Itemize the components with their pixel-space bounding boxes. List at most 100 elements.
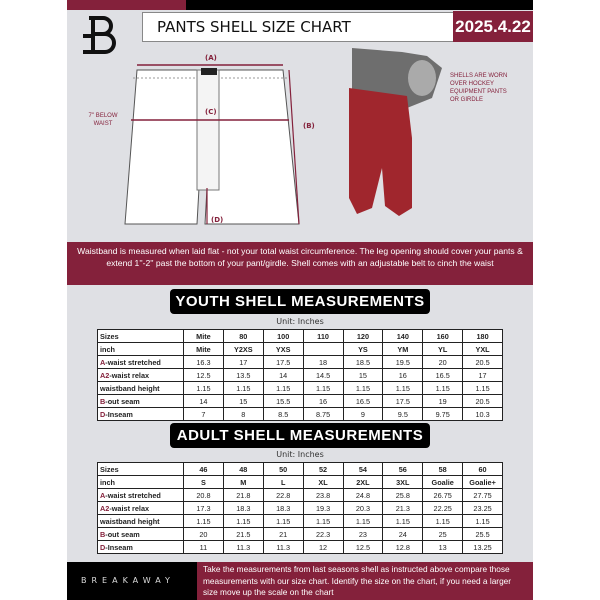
table-row: B-out seam 20 21.5 21 22.3 23 24 25 25.5 xyxy=(97,527,503,541)
table-cell: 19.3 xyxy=(302,501,344,515)
diagram: (A) (C) (B) (D) 7'' BELOW WAIST SHELLS A… xyxy=(67,48,533,242)
table-cell: 24.8 xyxy=(342,488,384,502)
table-cell: 1.15 xyxy=(382,381,424,395)
row-label: B-out seam xyxy=(97,527,184,541)
table-cell: 21 xyxy=(262,527,304,541)
table-row: A-waist stretched 20.8 21.8 22.8 23.8 24.8 25.… xyxy=(97,488,503,502)
table-cell: 1.15 xyxy=(183,381,224,395)
table-cell: Mite xyxy=(183,342,224,356)
table-cell: 1.15 xyxy=(382,514,424,528)
table-row: B-out seam 14 15 15.5 16 16.5 17.5 19 20.5 xyxy=(97,394,503,408)
page-title: PANTS SHELL SIZE CHART xyxy=(142,12,454,42)
below-waist-note: 7'' BELOW WAIST xyxy=(88,113,118,127)
row-label-text: -waist relax xyxy=(109,503,150,513)
table-cell: YXL xyxy=(462,342,503,356)
row-label: D-Inseam xyxy=(97,540,184,554)
table-cell: 50 xyxy=(262,462,304,476)
table-cell: 56 xyxy=(382,462,424,476)
row-label: Sizes xyxy=(97,462,184,476)
row-label-prefix: A2 xyxy=(100,370,110,380)
table-cell: 23.8 xyxy=(302,488,344,502)
table-cell: 21.3 xyxy=(382,501,424,515)
table-cell: 9 xyxy=(342,407,384,421)
table-cell: Y2XS xyxy=(222,342,264,356)
table-row: waistband height 1.15 1.15 1.15 1.15 1.15 1.15… xyxy=(97,514,503,528)
table-cell: 140 xyxy=(382,329,424,343)
table-cell: 1.15 xyxy=(342,514,384,528)
table-cell: Goalie xyxy=(422,475,464,489)
size-chart-page: PANTS SHELL SIZE CHART 2025.4.22 (A) (C)… xyxy=(67,0,533,600)
table-row: waistband height 1.15 1.15 1.15 1.15 1.15 1.15… xyxy=(97,381,503,395)
row-label-text: -out seam xyxy=(105,396,140,406)
table-cell: 1.15 xyxy=(302,514,344,528)
row-label-text: inch xyxy=(100,344,115,354)
table-cell: 15.5 xyxy=(262,394,304,408)
row-label: inch xyxy=(97,342,184,356)
row-label: inch xyxy=(97,475,184,489)
row-label-prefix: A xyxy=(100,490,106,500)
table-cell: 15 xyxy=(342,368,384,382)
table-cell: 1.15 xyxy=(462,514,503,528)
row-label-text: -waist stretched xyxy=(105,490,161,500)
table-cell: 20.5 xyxy=(462,355,503,369)
table-cell: 13 xyxy=(422,540,464,554)
row-label: A2-waist relax xyxy=(97,501,184,515)
table-cell: 17 xyxy=(222,355,264,369)
table-row: Sizes Mite 80 100 110 120 140 160 180 xyxy=(97,329,503,343)
table-cell: 1.15 xyxy=(222,514,264,528)
table-cell: 110 xyxy=(302,329,344,343)
row-label-text: waistband height xyxy=(100,516,160,526)
row-label-text: waistband height xyxy=(100,383,160,393)
table-cell: 10.3 xyxy=(462,407,503,421)
table-cell: 2XL xyxy=(342,475,384,489)
table-cell: 23 xyxy=(342,527,384,541)
row-label-text: -Inseam xyxy=(105,409,133,419)
table-cell: 18.5 xyxy=(342,355,384,369)
table-cell: 25 xyxy=(422,527,464,541)
table-cell: 20 xyxy=(422,355,464,369)
table-cell: 160 xyxy=(422,329,464,343)
table-cell: 22.8 xyxy=(262,488,304,502)
table-cell: 12 xyxy=(302,540,344,554)
row-label: waistband height xyxy=(97,381,184,395)
table-row: A-waist stretched 16.3 17 17.5 18 18.5 19.5 20 2… xyxy=(97,355,503,369)
table-cell: 60 xyxy=(462,462,503,476)
youth-table: Sizes Mite 80 100 110 120 140 160 180 inch Mite Y2X… xyxy=(97,329,503,421)
table-cell: 8.5 xyxy=(262,407,304,421)
row-label-prefix: A xyxy=(100,357,106,367)
table-cell: 11.3 xyxy=(222,540,264,554)
table-cell: 18 xyxy=(302,355,344,369)
footer: BREAKAWAY Take the measurements from las… xyxy=(67,562,533,600)
table-row: inch S M L XL 2XL 3XL Goalie Goalie+ xyxy=(97,475,503,489)
table-cell: 52 xyxy=(302,462,344,476)
table-row: A2-waist relax 17.3 18.3 18.3 19.3 20.3 21.3 22… xyxy=(97,501,503,515)
table-cell: 23.25 xyxy=(462,501,503,515)
footer-message: Take the measurements from last seasons … xyxy=(197,562,533,600)
table-row: inch Mite Y2XS YXS YS YM YL YXL xyxy=(97,342,503,356)
table-cell: 9.75 xyxy=(422,407,464,421)
shell-note: SHELLS ARE WORN OVER HOCKEY EQUIPMENT PA… xyxy=(450,73,508,103)
row-label-prefix: B xyxy=(100,529,106,539)
table-cell: 13.25 xyxy=(462,540,503,554)
table-cell: 9.5 xyxy=(382,407,424,421)
table-cell: 19 xyxy=(422,394,464,408)
table-row: Sizes 46 48 50 52 54 56 58 60 xyxy=(97,462,503,476)
table-cell: 12.8 xyxy=(382,540,424,554)
table-cell: 24 xyxy=(382,527,424,541)
row-label-text: -out seam xyxy=(105,529,140,539)
row-label-prefix: D xyxy=(100,409,106,419)
table-cell: 16.3 xyxy=(183,355,224,369)
table-cell: 1.15 xyxy=(222,381,264,395)
table-cell: 1.15 xyxy=(422,381,464,395)
row-label-text: inch xyxy=(100,477,115,487)
table-cell: 25.5 xyxy=(462,527,503,541)
table-cell: 17.5 xyxy=(382,394,424,408)
table-cell: 16 xyxy=(302,394,344,408)
table-cell: 21.8 xyxy=(222,488,264,502)
table-cell: 18.3 xyxy=(222,501,264,515)
table-cell: 13.5 xyxy=(222,368,264,382)
table-cell: 120 xyxy=(342,329,384,343)
row-label: A2-waist relax xyxy=(97,368,184,382)
table-cell: 1.15 xyxy=(342,381,384,395)
table-cell: 1.15 xyxy=(183,514,224,528)
